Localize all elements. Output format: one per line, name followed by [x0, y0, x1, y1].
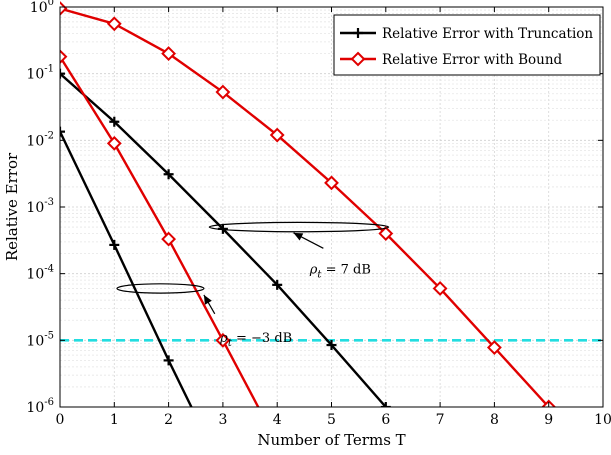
data-point-diamond [215, 332, 231, 348]
y-tick-label: 10-2 [26, 130, 54, 149]
x-tick-label: 9 [544, 412, 553, 428]
x-tick-label: 4 [273, 412, 282, 428]
x-tick-label: 7 [436, 412, 445, 428]
y-tick-label: 10-6 [26, 397, 54, 416]
y-tick-label: 10-3 [26, 197, 54, 216]
annotation-ellipse [116, 283, 205, 294]
y-tick-label: 10-4 [26, 264, 54, 283]
data-point-plus [326, 340, 337, 351]
annotation-label: ρt = 7 dB [309, 263, 371, 281]
data-point-diamond [269, 127, 285, 143]
series-line [60, 56, 260, 407]
series-truncation-1 [60, 126, 193, 407]
legend-label: Relative Error with Truncation [382, 26, 593, 42]
data-point-diamond [161, 231, 177, 247]
legend: Relative Error with Truncation Relative E… [333, 14, 601, 76]
series-line [60, 7, 550, 407]
series-bound-2 [60, 1, 557, 407]
legend-entry-1: Relative Error with Bound [340, 51, 563, 68]
x-tick-label: 10 [594, 412, 611, 428]
data-point-diamond [215, 84, 231, 100]
y-tick-label: 10-5 [26, 330, 54, 349]
annotation-1: ρt = −3 dB [116, 283, 292, 349]
annotation-0: ρt = 7 dB [208, 221, 390, 281]
x-tick-label: 5 [327, 412, 336, 428]
legend-entry-0: Relative Error with Truncation [340, 26, 593, 42]
data-point-plus [353, 28, 363, 38]
x-tick-label: 1 [110, 412, 119, 428]
x-tick-label: 6 [381, 412, 390, 428]
data-point-diamond [350, 51, 366, 67]
y-axis-label: Relative Error [3, 152, 21, 261]
data-point-diamond [432, 281, 448, 296]
x-tick-label: 2 [164, 412, 173, 428]
annotations: ρt = 7 dB ρt = −3 dB [116, 221, 390, 349]
data-point-diamond [60, 49, 68, 65]
series-bound-3 [60, 49, 260, 407]
legend-box [333, 14, 601, 76]
annotation-label: ρt = −3 dB [219, 331, 292, 349]
data-point-plus [60, 126, 65, 137]
legend-label: Relative Error with Bound [382, 52, 563, 68]
data-point-plus [163, 169, 174, 180]
x-tick-label: 8 [490, 412, 499, 428]
annotation-arrow-head [293, 232, 304, 241]
y-tick-label: 100 [30, 0, 54, 16]
y-tick-label: 10-1 [26, 64, 54, 83]
data-point-plus [109, 116, 120, 127]
data-point-plus [163, 355, 174, 366]
annotation-ellipse [208, 221, 390, 233]
data-point-plus [272, 279, 283, 290]
plot-series [60, 1, 603, 407]
x-axis-label: Number of Terms T [257, 431, 405, 449]
axis-ticks: 0 1 2 3 4 5 6 7 8 9 10 100 10-1 10-2 10-3 10-4 10-5 10-6 [26, 0, 611, 428]
data-point-diamond [106, 16, 122, 32]
series-line [60, 131, 193, 407]
data-point-diamond [106, 135, 122, 151]
x-tick-label: 0 [56, 412, 65, 428]
data-point-diamond [378, 226, 394, 241]
data-point-diamond [60, 1, 68, 16]
data-point-diamond [161, 46, 177, 62]
data-point-diamond [486, 340, 502, 355]
x-tick-label: 3 [218, 412, 227, 428]
data-point-plus [109, 239, 120, 250]
data-point-diamond [324, 175, 339, 191]
annotation-arrow-head [203, 294, 212, 305]
